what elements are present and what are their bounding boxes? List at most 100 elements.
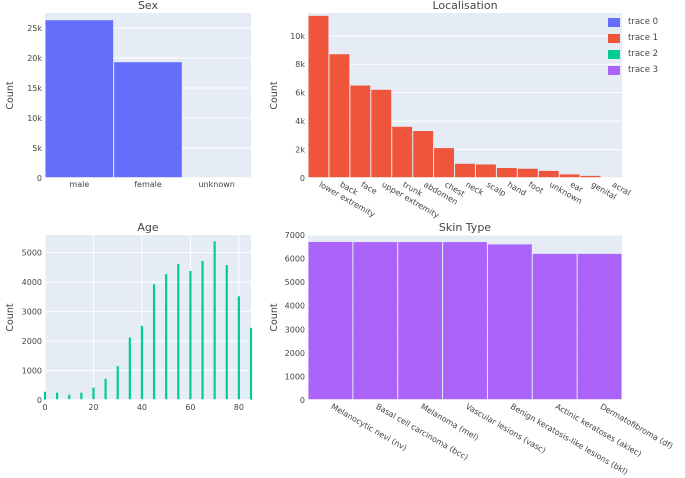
- localisation-bar: [580, 175, 601, 178]
- age-xtick-label: 20: [88, 403, 98, 412]
- sex-chart-title: Sex: [138, 0, 159, 12]
- skin-bar: [398, 242, 443, 400]
- localisation-bar: [350, 85, 371, 178]
- age-bar: [116, 366, 119, 400]
- skin-xtick-label: Melanocytic nevi (nv): [329, 402, 408, 453]
- skin-bar: [353, 242, 398, 400]
- legend-item-trace-2[interactable]: trace 2: [608, 46, 658, 62]
- legend-label-trace-3: trace 3: [628, 65, 659, 75]
- localisation-bar: [392, 126, 413, 178]
- age-ytick-label: 5000: [22, 249, 42, 258]
- sex-xtick-label: unknown: [198, 180, 234, 189]
- localisation-ytick-label: 10k: [290, 32, 305, 41]
- skin-y-axis-label: Count: [269, 303, 280, 331]
- localisation-y-axis-label: Count: [269, 81, 280, 109]
- legend-swatch-trace-3: [608, 65, 620, 75]
- localisation-bar: [455, 163, 475, 178]
- skin-ytick-label: 2000: [285, 349, 305, 358]
- age-bar: [201, 260, 204, 400]
- localisation-ytick-label: 4k: [295, 117, 305, 126]
- age-bar: [249, 327, 253, 400]
- age-bar: [92, 387, 95, 400]
- age-bar: [213, 241, 216, 400]
- legend-swatch-trace-1: [608, 33, 620, 43]
- localisation-ytick-label: 2k: [295, 146, 305, 155]
- age-plot-area: [45, 235, 251, 400]
- legend-item-trace-0[interactable]: trace 0: [608, 14, 658, 30]
- sex-y-axis-label: Count: [5, 81, 16, 109]
- chart-age: 0 1000 2000 3000 4000 5000 0 20 40 60 80 Age Count: [5, 221, 253, 412]
- skin-ytick-label: 1000: [285, 372, 305, 381]
- age-bar: [177, 263, 180, 400]
- localisation-ytick-label: 8k: [295, 60, 305, 69]
- skin-ytick-label: 5000: [285, 278, 305, 287]
- localisation-xtick-label: hand: [506, 180, 528, 198]
- age-ytick-label: 3000: [22, 308, 42, 317]
- age-bar: [152, 284, 156, 400]
- sex-xtick-label: female: [134, 180, 162, 189]
- age-y-axis-label: Count: [5, 303, 16, 331]
- sex-bar: [114, 62, 182, 179]
- skin-xtick-label: Dermatofibroma (df): [599, 402, 675, 451]
- localisation-bar: [329, 54, 350, 178]
- skin-chart-title: Skin Type: [439, 221, 491, 234]
- skin-bar: [443, 242, 487, 400]
- skin-bar: [577, 253, 622, 400]
- skin-ytick-label: 3000: [285, 325, 305, 334]
- localisation-bar: [496, 168, 517, 178]
- age-bar: [189, 270, 192, 400]
- legend-label-trace-0: trace 0: [628, 17, 659, 27]
- sex-bar: [45, 20, 114, 179]
- localisation-xtick-label: neck: [464, 180, 485, 197]
- legend-label-trace-2: trace 2: [628, 49, 659, 59]
- localisation-xtick-label: scalp: [485, 180, 507, 198]
- skin-bar: [308, 241, 353, 400]
- localisation-bar: [308, 15, 329, 178]
- chart-sex: 0 5k 10k 15k 20k 25k male female unknown Sex Count: [5, 0, 251, 189]
- localisation-bar: [434, 148, 455, 178]
- legend-item-trace-3[interactable]: trace 3: [608, 62, 658, 78]
- localisation-bar: [538, 170, 559, 178]
- skin-xtick-label: Vascular lesions (vasc): [464, 402, 547, 455]
- age-bar: [128, 337, 131, 400]
- legend-label-trace-1: trace 1: [628, 33, 659, 43]
- age-bar: [56, 392, 59, 400]
- chart-skin: 0 1000 2000 3000 4000 5000 6000 7000 Melanocytic…: [269, 221, 674, 477]
- age-bar: [104, 378, 107, 400]
- skin-ytick-label: 0: [300, 396, 305, 405]
- age-xtick-label: 40: [137, 403, 147, 412]
- sex-ytick-label: 25k: [27, 24, 42, 33]
- age-ytick-label: 2000: [22, 337, 42, 346]
- localisation-bar: [517, 168, 538, 178]
- age-ytick-label: 4000: [22, 278, 42, 287]
- skin-ytick-label: 6000: [285, 255, 305, 264]
- sex-ytick-label: 15k: [27, 84, 42, 93]
- skin-bar: [487, 244, 532, 400]
- age-bar: [68, 394, 71, 400]
- skin-ytick-label: 7000: [285, 231, 305, 240]
- sex-ytick-label: 0: [37, 174, 42, 183]
- age-bar: [237, 296, 240, 400]
- skin-ytick-label: 4000: [285, 302, 305, 311]
- localisation-bar: [559, 174, 580, 178]
- sex-ytick-label: 10k: [27, 114, 42, 123]
- age-ytick-label: 1000: [22, 367, 42, 376]
- legend[interactable]: trace 0 trace 1 trace 2 trace 3: [608, 14, 658, 78]
- sex-ytick-label: 5k: [32, 144, 42, 153]
- age-bar: [165, 274, 168, 400]
- sex-ytick-label: 20k: [27, 54, 42, 63]
- age-xtick-label: 60: [185, 403, 195, 412]
- age-ytick-label: 0: [37, 396, 42, 405]
- legend-swatch-trace-0: [608, 17, 620, 27]
- localisation-bar: [371, 89, 392, 178]
- age-bar: [225, 265, 228, 400]
- localisation-bar: [413, 131, 434, 178]
- age-chart-title: Age: [137, 221, 159, 234]
- age-bar: [140, 325, 144, 400]
- localisation-ytick-label: 6k: [295, 89, 305, 98]
- age-bar: [80, 392, 83, 400]
- skin-bar: [532, 253, 577, 400]
- legend-item-trace-1[interactable]: trace 1: [608, 30, 658, 46]
